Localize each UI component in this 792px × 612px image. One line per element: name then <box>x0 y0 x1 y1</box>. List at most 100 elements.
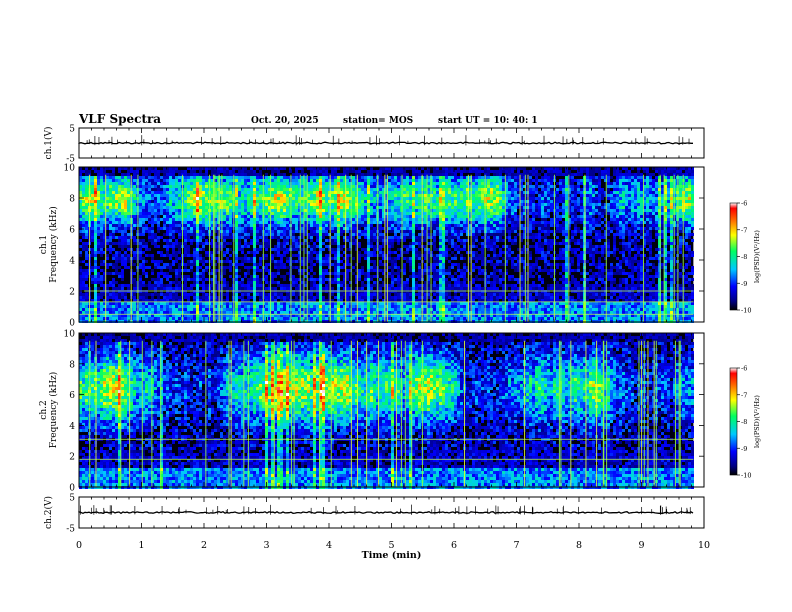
ch1-spectrogram-cell <box>94 284 97 287</box>
ch1-spectrogram-cell <box>337 251 340 254</box>
ch1-spectrogram-cell <box>196 188 199 191</box>
ch1-spectrogram-cell <box>244 317 247 320</box>
ch1-spectrogram-cell <box>250 257 253 260</box>
ch1-spectrogram-cell <box>91 230 94 233</box>
ch1-spectrogram-cell <box>292 278 295 281</box>
ch1-spectrogram-cell <box>175 194 178 197</box>
ch1-spectrogram-cell <box>313 200 316 203</box>
ch1-spectrogram-cell <box>382 227 385 230</box>
ch1-spectrogram-cell <box>190 308 193 311</box>
ch1-spectrogram-cell <box>346 239 349 242</box>
ch1-spectrogram-cell <box>91 269 94 272</box>
ch1-spectrogram-cell <box>172 242 175 245</box>
ch1-spectrogram-cell <box>196 182 199 185</box>
ch1-spectrogram-cell <box>97 296 100 299</box>
ch1-spectrogram-cell <box>106 176 109 179</box>
ch1-spectrogram-cell <box>274 209 277 212</box>
ch1-spectrogram-cell <box>340 197 343 200</box>
ch1-spectrogram-cell <box>133 191 136 194</box>
ch1-spectrogram-cell <box>241 245 244 248</box>
ch1-spectrogram-cell <box>340 182 343 185</box>
ch1-spectrogram-cell <box>214 182 217 185</box>
ch1-spectrogram-cell <box>121 233 124 236</box>
ch1-spectrogram-cell <box>109 206 112 209</box>
ch1-spectrogram-cell <box>202 188 205 191</box>
ch1-spectrogram-cell <box>352 179 355 182</box>
ch1-spectrogram-cell <box>145 194 148 197</box>
ch1-spectrogram-cell <box>223 182 226 185</box>
ch1-spectrogram-cell <box>106 185 109 188</box>
ch1-spectrogram-cell <box>193 281 196 284</box>
ch1-spectrogram-cell <box>106 263 109 266</box>
ch1-spectrogram-cell <box>205 179 208 182</box>
ch1-spectrogram-cell <box>298 203 301 206</box>
ch1-spectrogram-cell <box>244 206 247 209</box>
ch1-spectrogram-cell <box>337 194 340 197</box>
ch1-spectrogram-cell <box>400 269 403 272</box>
ch1-spectrogram-cell <box>283 266 286 269</box>
ch1-spectrogram-cell <box>319 236 322 239</box>
ch1-spectrogram-cell <box>388 311 391 314</box>
ch1-spectrogram-cell <box>370 311 373 314</box>
ch1-spectrogram-cell <box>241 263 244 266</box>
ch1-spectrogram-cell <box>283 290 286 293</box>
ch1-spectrogram-cell <box>337 269 340 272</box>
ch1-spectrogram-cell <box>238 191 241 194</box>
ch1-spectrogram-cell <box>319 173 322 176</box>
ch1-spectrogram-cell <box>193 254 196 257</box>
ch1-spectrogram-cell <box>241 167 244 170</box>
ch1-spectrogram-cell <box>238 209 241 212</box>
ch1-spectrogram-cell <box>337 275 340 278</box>
ch1-spectrogram-cell <box>238 185 241 188</box>
ch1-spectrogram-cell <box>226 251 229 254</box>
ch1-spectrogram-cell <box>307 236 310 239</box>
ch1-spectrogram-cell <box>229 302 232 305</box>
ch1-spectrogram-cell <box>124 251 127 254</box>
ch1-spectrogram-cell <box>211 239 214 242</box>
ch1-spectrogram-cell <box>229 203 232 206</box>
ch1-spectrogram-cell <box>373 260 376 263</box>
ch1-spectrogram-cell <box>211 230 214 233</box>
ch1-spectrogram-cell <box>265 194 268 197</box>
ch1-spectrogram-cell <box>145 212 148 215</box>
ch1-spectrogram-cell <box>190 206 193 209</box>
ch1-spectrogram-cell <box>325 317 328 320</box>
ch1-spectrogram-cell <box>235 185 238 188</box>
ch1-spectrogram-cell <box>244 203 247 206</box>
ch1-spectrogram-cell <box>202 308 205 311</box>
ch1-spectrogram-cell <box>211 281 214 284</box>
ch1-spectrogram-cell <box>271 299 274 302</box>
ch1-spectrogram-cell <box>121 284 124 287</box>
ch1-spectrogram-cell <box>301 260 304 263</box>
ch1-spectrogram-cell <box>328 197 331 200</box>
ch1-spectrogram-cell <box>238 257 241 260</box>
ch1-spectrogram-cell <box>250 233 253 236</box>
ch1-spectrogram-cell <box>217 188 220 191</box>
ch1-spectrogram-cell <box>226 209 229 212</box>
ch1-spectrogram-cell <box>226 194 229 197</box>
ch1-spectrogram-cell <box>178 233 181 236</box>
ch1-spectrogram-cell <box>238 173 241 176</box>
ch1-spectrogram-cell <box>313 194 316 197</box>
ch1-spectrogram-cell <box>151 191 154 194</box>
ch1-spectrogram-cell <box>280 317 283 320</box>
ch1-spectrogram-cell <box>289 167 292 170</box>
ch1-spectrogram-cell <box>301 299 304 302</box>
ch1-spectrogram-cell <box>91 167 94 170</box>
ch1-spectrogram-cell <box>169 290 172 293</box>
ch1-spectrogram-cell <box>385 284 388 287</box>
ch1-spectrogram-cell <box>319 176 322 179</box>
ch1-spectrogram-cell <box>364 230 367 233</box>
ch1-spectrogram-cell <box>187 317 190 320</box>
ch1-spectrogram-cell <box>106 272 109 275</box>
ch1-spectrogram-cell <box>169 227 172 230</box>
ch1-spectrogram-cell <box>400 233 403 236</box>
ch1-spectrogram-cell <box>271 218 274 221</box>
ch1-spectrogram-cell <box>124 311 127 314</box>
ch1-spectrogram-cell <box>391 314 394 317</box>
ch1-spectrogram-cell <box>367 314 370 317</box>
ch1-spectrogram-cell <box>316 185 319 188</box>
ch1-spectrogram-cell <box>169 239 172 242</box>
ch1-spectrogram-cell <box>331 272 334 275</box>
ch1-spectrogram-cell <box>349 206 352 209</box>
